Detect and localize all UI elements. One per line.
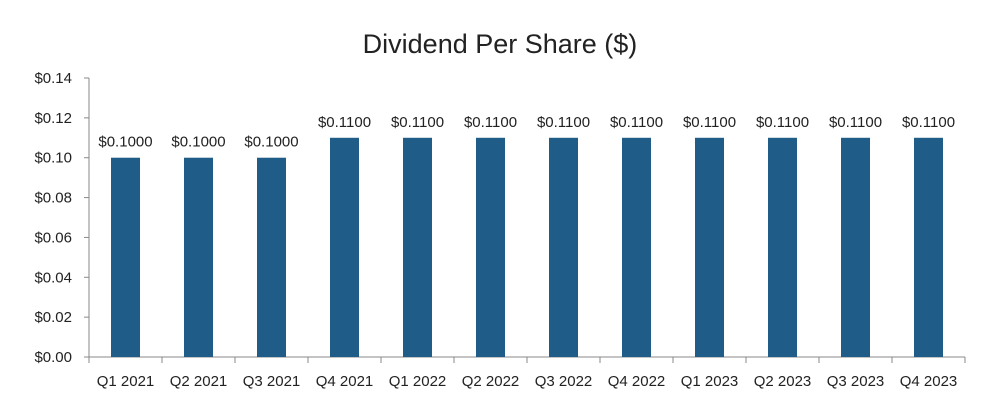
x-tick-label: Q3 2023 <box>827 373 885 390</box>
bars <box>111 137 943 357</box>
data-label: $0.1100 <box>829 114 882 131</box>
bar <box>330 137 359 357</box>
bar <box>768 137 797 357</box>
data-label: $0.1100 <box>391 114 444 131</box>
data-label: $0.1000 <box>244 134 298 151</box>
x-tick-label: Q1 2021 <box>97 373 155 390</box>
bar <box>841 137 870 357</box>
y-tick-label: $0.08 <box>34 190 72 207</box>
bar <box>111 157 140 357</box>
data-label: $0.1100 <box>464 114 517 131</box>
bar <box>403 137 432 357</box>
y-axis: $0.00 $0.02 $0.04 $0.06 $0.08 $0.10 $0.12 $0.14 <box>34 70 90 366</box>
data-label: $0.1000 <box>98 134 152 151</box>
bar <box>476 137 505 357</box>
data-label: $0.1100 <box>902 114 955 131</box>
x-tick-label: Q4 2022 <box>608 373 666 390</box>
x-tick-label: Q2 2023 <box>754 373 812 390</box>
x-axis: Q1 2021 Q2 2021 Q3 2021 Q4 2021 Q1 2022 Q2 20… <box>88 356 966 390</box>
data-label: $0.1000 <box>171 134 225 151</box>
data-label: $0.1100 <box>537 114 590 131</box>
y-tick-label: $0.14 <box>34 70 72 87</box>
y-tick-label: $0.02 <box>34 309 72 326</box>
bar <box>914 137 943 357</box>
x-tick-label: Q4 2021 <box>316 373 374 390</box>
data-label: $0.1100 <box>683 114 736 131</box>
x-tick-label: Q3 2022 <box>535 373 593 390</box>
y-tick-label: $0.04 <box>34 269 72 286</box>
y-tick-label: $0.10 <box>34 150 72 167</box>
x-tick-label: Q2 2022 <box>462 373 520 390</box>
chart-title: Dividend Per Share ($) <box>363 29 638 59</box>
data-labels: $0.1000 $0.1000 $0.1000 $0.1100 $0.1100 $0.11… <box>98 114 955 151</box>
x-tick-label: Q1 2022 <box>389 373 447 390</box>
data-label: $0.1100 <box>610 114 663 131</box>
x-tick-label: Q3 2021 <box>243 373 301 390</box>
data-label: $0.1100 <box>318 114 371 131</box>
bar <box>184 157 213 357</box>
x-tick-label: Q2 2021 <box>170 373 228 390</box>
data-label: $0.1100 <box>756 114 809 131</box>
x-tick-label: Q1 2023 <box>681 373 739 390</box>
x-tick-label: Q4 2023 <box>900 373 958 390</box>
bar <box>257 157 286 357</box>
bar <box>622 137 651 357</box>
y-tick-label: $0.06 <box>34 229 72 246</box>
y-tick-label: $0.12 <box>34 110 72 127</box>
y-tick-label: $0.00 <box>34 349 72 366</box>
bar <box>695 137 724 357</box>
bar <box>549 137 578 357</box>
